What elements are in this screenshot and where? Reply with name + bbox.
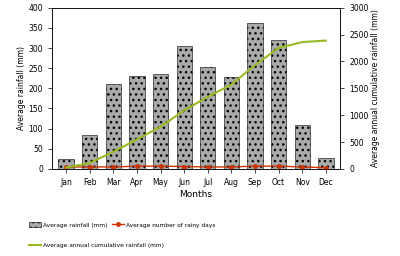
Bar [58,159,74,169]
Bar [106,84,121,169]
Bar [318,158,334,169]
Y-axis label: Average rainfall (mm): Average rainfall (mm) [16,46,26,130]
Y-axis label: Average annual cumulative rainfall (mm): Average annual cumulative rainfall (mm) [371,9,380,167]
Bar [153,74,168,169]
Legend: Average rainfall (mm), Average number of rainy days: Average rainfall (mm), Average number of… [27,220,218,230]
Bar [294,125,310,169]
X-axis label: Months: Months [180,190,212,199]
Bar [224,77,239,169]
Bar [82,135,98,169]
Bar [271,40,286,169]
Legend: Average annual cumulative rainfall (mm): Average annual cumulative rainfall (mm) [27,241,166,251]
Bar [176,46,192,169]
Bar [129,76,145,169]
Bar [247,23,263,169]
Bar [200,67,216,169]
